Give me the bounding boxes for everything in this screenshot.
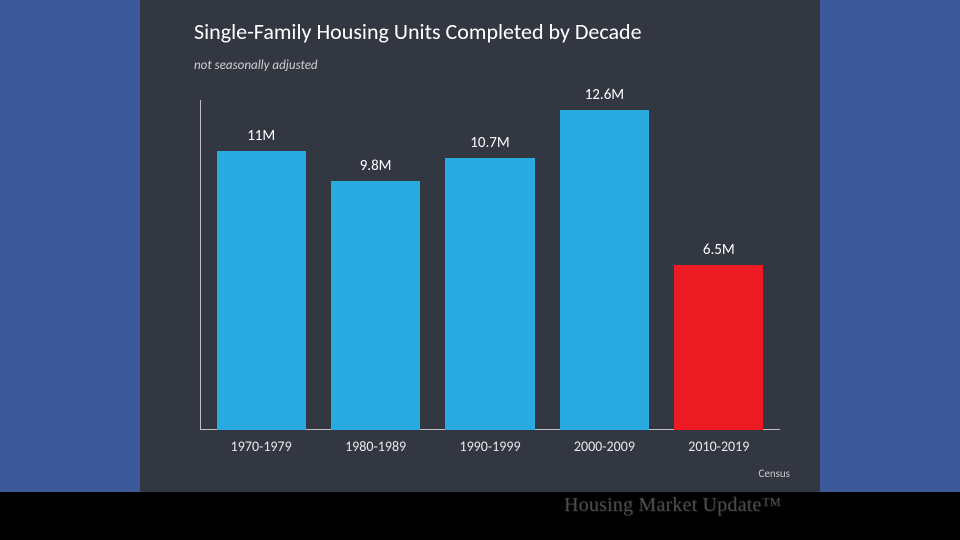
bar-rect	[217, 151, 306, 430]
bar-value-label: 6.5M	[703, 241, 735, 259]
chart-title: Single-Family Housing Units Completed by…	[194, 18, 642, 45]
bar-value-label: 11M	[247, 127, 275, 145]
chart-panel: Single-Family Housing Units Completed by…	[140, 0, 820, 492]
bar-value-label: 9.8M	[360, 157, 392, 175]
bar-value-label: 10.7M	[470, 134, 509, 152]
bars-container: 11M9.8M10.7M12.6M6.5M	[200, 100, 780, 430]
watermark-text: Housing Market Update™	[564, 494, 781, 517]
chart-subtitle: not seasonally adjusted	[194, 58, 318, 73]
bar-value-label: 12.6M	[585, 86, 624, 104]
source-label: Census	[758, 467, 790, 480]
bar-slot: 11M	[204, 127, 318, 430]
category-label: 1990-1999	[433, 438, 547, 455]
category-label: 1970-1979	[204, 438, 318, 455]
bar-rect	[331, 181, 420, 430]
category-labels: 1970-19791980-19891990-19992000-20092010…	[200, 438, 780, 455]
bar-rect	[674, 265, 763, 430]
category-label: 1980-1989	[318, 438, 432, 455]
plot-area: 11M9.8M10.7M12.6M6.5M	[200, 100, 780, 430]
category-label: 2000-2009	[547, 438, 661, 455]
bar-rect	[560, 110, 649, 430]
bar-slot: 12.6M	[547, 86, 661, 430]
category-label: 2010-2019	[662, 438, 776, 455]
bar-slot: 10.7M	[433, 134, 547, 430]
bottom-band	[0, 492, 960, 540]
bar-slot: 9.8M	[318, 157, 432, 430]
bar-slot: 6.5M	[662, 241, 776, 430]
slide-canvas: Single-Family Housing Units Completed by…	[0, 0, 960, 540]
bar-rect	[445, 158, 534, 430]
